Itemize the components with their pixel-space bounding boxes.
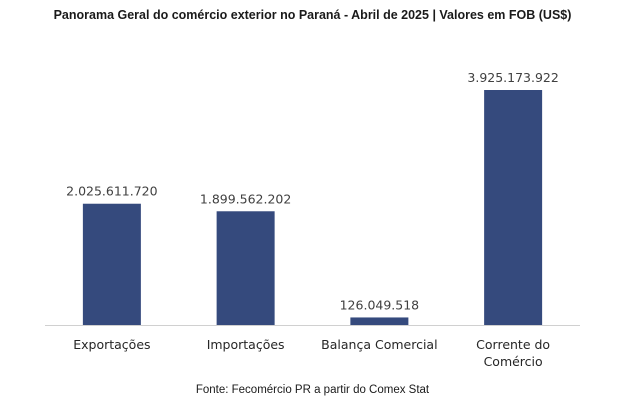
- category-label-1: Importações: [207, 337, 285, 352]
- bar-1: [216, 211, 275, 325]
- bar-3: [484, 90, 543, 325]
- data-label-0: 2.025.611.720: [66, 184, 157, 199]
- bar-2: [350, 317, 409, 325]
- data-label-2: 126.049.518: [340, 297, 420, 312]
- data-label-1: 1.899.562.202: [200, 191, 291, 206]
- chart-title: Panorama Geral do comércio exterior no P…: [53, 8, 572, 22]
- source-note: Fonte: Fecomércio PR a partir do Comex S…: [195, 384, 430, 396]
- category-label-3-line-1: Comércio: [484, 354, 543, 369]
- category-label-2: Balança Comercial: [321, 337, 437, 352]
- category-label-3-line-0: Corrente do: [476, 337, 550, 352]
- bar-0: [82, 203, 141, 325]
- data-label-3: 3.925.173.922: [467, 70, 558, 85]
- category-label-0: Exportações: [73, 337, 150, 352]
